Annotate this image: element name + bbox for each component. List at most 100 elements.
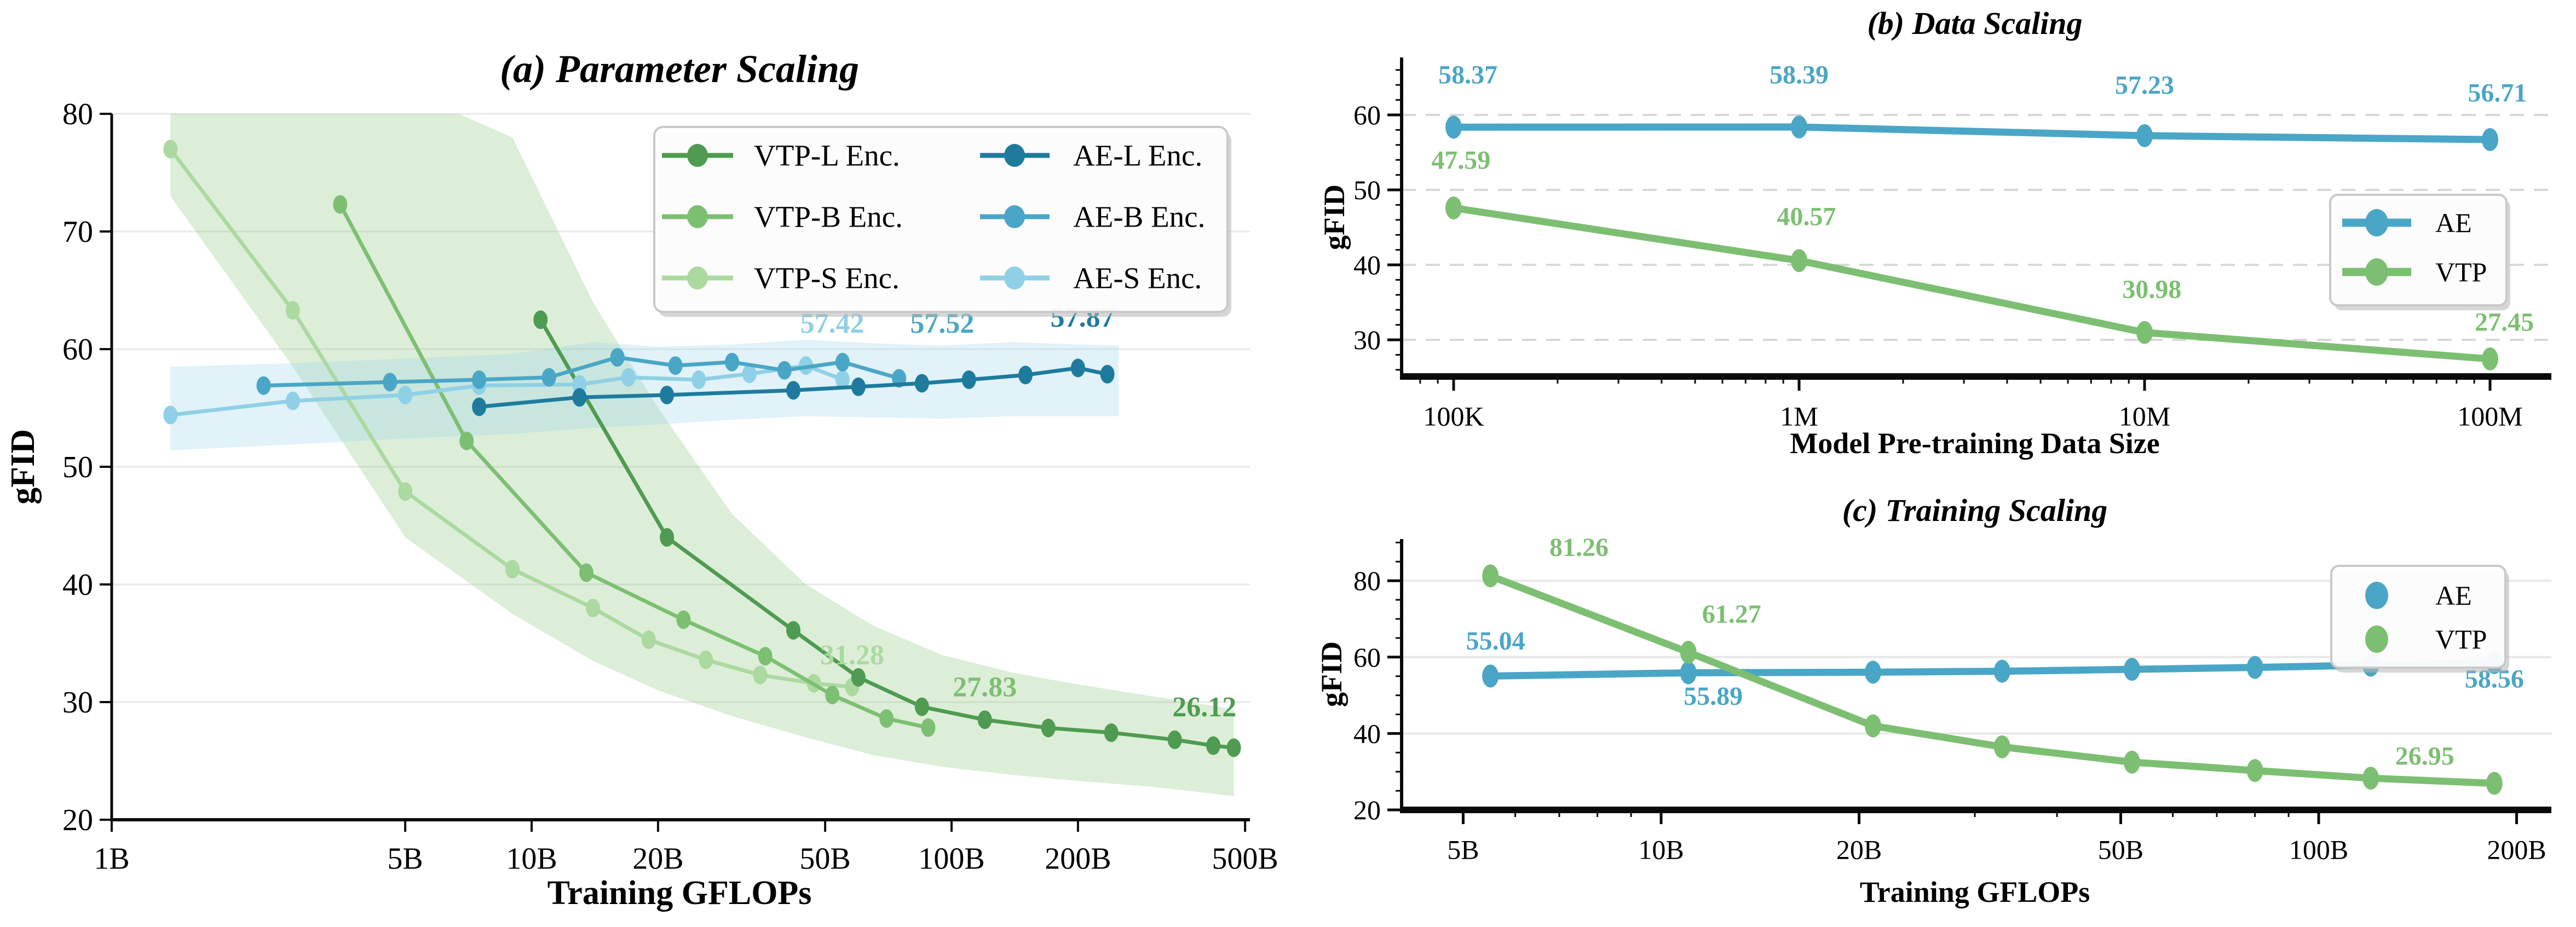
data-label-27.83: 27.83	[953, 671, 1017, 703]
data-label-47.59: 47.59	[1431, 146, 1490, 175]
data-point	[691, 370, 706, 389]
y-tick-label: 20	[1353, 795, 1381, 825]
data-point	[835, 370, 850, 389]
data-point	[459, 431, 474, 450]
data-point	[825, 686, 840, 705]
legend-marker-dot	[2365, 209, 2388, 236]
data-point	[758, 647, 773, 666]
x-axis-label: Model Pre-training Data Size	[1790, 427, 2159, 460]
data-point	[1864, 714, 1881, 738]
data-point	[961, 370, 976, 389]
data-point	[610, 348, 625, 367]
data-label-40.57: 40.57	[1777, 202, 1836, 231]
legend-marker-dot	[687, 144, 708, 167]
data-point	[572, 375, 587, 394]
x-tick-label: 10B	[506, 842, 557, 876]
legend-label-VTP-BEnc: VTP-B Enc.	[754, 200, 903, 234]
data-label-26.95: 26.95	[2395, 742, 2454, 771]
y-axis-label: gFID	[4, 429, 42, 505]
data-point	[1482, 564, 1499, 588]
series-line-AE	[1450, 123, 2494, 143]
legend-marker-dot	[1004, 266, 1025, 289]
vtp-band	[170, 114, 1234, 796]
data-point	[851, 668, 866, 687]
y-tick-label: 40	[62, 568, 93, 602]
x-tick-label: 20B	[1836, 835, 1882, 865]
legend-b: AE VTP	[2329, 194, 2510, 310]
data-point	[786, 381, 801, 400]
data-label-61.27: 61.27	[1702, 600, 1761, 629]
legend-label-AE: AE	[2435, 580, 2472, 611]
data-point	[1680, 661, 1697, 685]
data-point	[572, 388, 587, 407]
y-tick-label: 30	[1353, 325, 1381, 355]
legend-c: AE VTP	[2330, 565, 2509, 673]
data-label-27.45: 27.45	[2475, 308, 2534, 337]
legend-label-VTP: VTP	[2435, 624, 2487, 654]
data-label-30.98: 30.98	[2122, 275, 2181, 304]
x-tick-label: 20B	[632, 842, 683, 876]
panel-title-c: (c) Training Scaling	[1842, 493, 2107, 528]
data-point	[1018, 366, 1033, 385]
data-label-55.89: 55.89	[1684, 682, 1743, 711]
data-point	[879, 709, 894, 728]
data-point	[1226, 738, 1241, 757]
x-tick-label: 50B	[799, 842, 850, 876]
x-tick-label: 5B	[387, 842, 423, 876]
y-tick-label: 20	[62, 803, 93, 837]
data-point	[1206, 736, 1221, 755]
data-point	[1445, 196, 1462, 220]
data-point	[660, 528, 675, 547]
data-point	[505, 560, 520, 579]
data-point	[398, 482, 413, 501]
x-tick-label: 200B	[1045, 842, 1111, 876]
data-point	[163, 140, 178, 159]
data-point	[586, 599, 601, 617]
data-point	[1100, 364, 1115, 384]
y-tick-label: 70	[62, 215, 93, 249]
data-point	[621, 368, 636, 387]
data-label-56.71: 56.71	[2468, 78, 2527, 107]
y-tick-label: 80	[62, 97, 93, 131]
data-point	[1680, 640, 1697, 664]
data-point	[1791, 249, 1807, 273]
data-point	[914, 697, 929, 716]
data-point	[285, 301, 300, 320]
data-point	[1993, 735, 2010, 758]
x-tick-label: 200B	[2487, 835, 2546, 865]
series-line-VTP	[1486, 572, 2498, 787]
data-point	[2246, 759, 2263, 783]
data-point	[2246, 656, 2263, 679]
data-point	[1791, 115, 1807, 139]
y-axis-label: gFID	[1318, 184, 1351, 250]
data-point	[398, 385, 413, 404]
data-point	[668, 356, 683, 375]
y-tick-label: 40	[1353, 718, 1381, 749]
x-tick-label: 100B	[2289, 835, 2348, 865]
x-tick-label: 1B	[94, 842, 129, 876]
panel-a: 1B 5B 10B 20B 50B 100B 200B 500B203040506070805…	[4, 47, 1278, 912]
data-point	[835, 352, 850, 372]
legend-label-VTP-SEnc: VTP-S Enc.	[754, 262, 900, 295]
data-point	[699, 650, 713, 669]
data-point	[2482, 128, 2498, 152]
data-point	[977, 710, 992, 729]
data-point	[1167, 730, 1182, 749]
legend-marker-dot	[1004, 144, 1025, 167]
y-tick-label: 50	[62, 450, 93, 484]
y-tick-label: 60	[1353, 100, 1381, 130]
data-point	[2136, 321, 2153, 344]
data-point	[1864, 661, 1881, 684]
panel-title-b: (b) Data Scaling	[1867, 5, 2082, 41]
data-point	[2136, 124, 2153, 147]
legend-label-AE-BEnc: AE-B Enc.	[1073, 200, 1205, 234]
data-point	[472, 370, 487, 389]
data-point	[2482, 347, 2498, 370]
x-tick-label: 10M	[2119, 401, 2170, 432]
y-tick-label: 30	[62, 686, 93, 720]
x-tick-label: 500B	[1212, 842, 1278, 876]
y-tick-label: 50	[1353, 175, 1381, 205]
data-point	[256, 376, 271, 395]
legend-marker-dot	[1004, 205, 1025, 228]
